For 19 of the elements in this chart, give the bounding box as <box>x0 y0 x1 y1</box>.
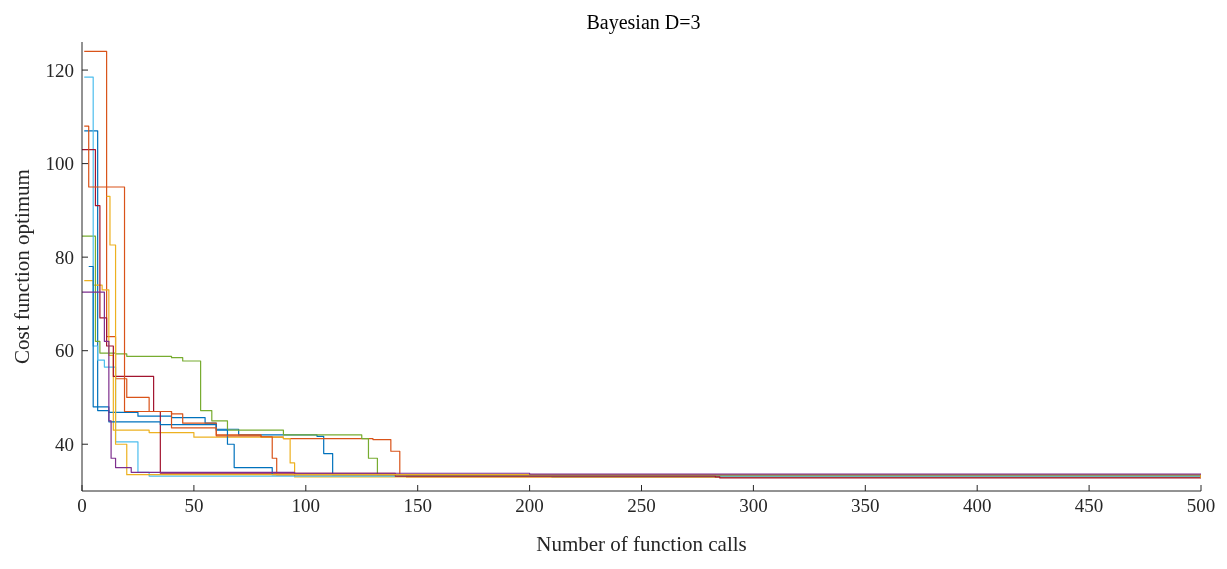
y-tick-label: 120 <box>45 59 74 81</box>
y-tick-label: 40 <box>55 433 74 455</box>
x-tick-label: 400 <box>962 495 992 517</box>
y-tick-label: 100 <box>45 153 74 175</box>
y-tick-label: 60 <box>55 340 74 362</box>
y-axis-title: Cost function optimum <box>10 169 35 364</box>
x-tick-label: 50 <box>184 495 204 517</box>
x-tick-label: 100 <box>291 495 321 517</box>
chart-title: Bayesian D=3 <box>585 10 702 36</box>
x-tick-label: 350 <box>851 495 880 517</box>
x-tick-label: 450 <box>1074 495 1104 517</box>
x-tick-label: 500 <box>1186 495 1216 517</box>
x-tick-label: 250 <box>627 495 656 517</box>
x-tick-label: 0 <box>77 495 87 517</box>
x-axis-title: Number of function calls <box>536 532 747 556</box>
x-tick-label: 200 <box>515 495 544 517</box>
x-tick-label: 300 <box>739 495 768 517</box>
x-tick-label: 150 <box>403 495 432 517</box>
y-tick-label: 80 <box>55 246 74 268</box>
